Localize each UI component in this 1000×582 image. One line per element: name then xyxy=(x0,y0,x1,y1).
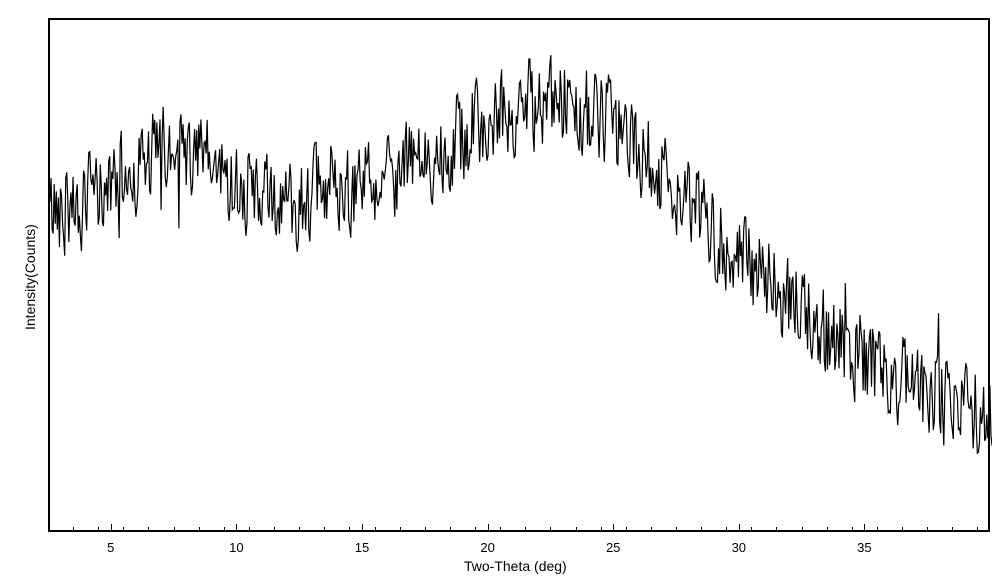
x-tick-minor xyxy=(952,527,953,532)
x-tick-label: 5 xyxy=(107,540,114,555)
x-tick-minor xyxy=(877,527,878,532)
x-tick-minor xyxy=(148,527,149,532)
x-tick-major xyxy=(111,524,112,532)
x-tick-minor xyxy=(199,527,200,532)
x-tick-minor xyxy=(802,527,803,532)
x-tick-minor xyxy=(651,527,652,532)
x-tick-label: 10 xyxy=(229,540,243,555)
x-tick-label: 20 xyxy=(480,540,494,555)
x-tick-major xyxy=(362,524,363,532)
x-tick-minor xyxy=(576,527,577,532)
x-tick-minor xyxy=(174,527,175,532)
x-tick-minor xyxy=(902,527,903,532)
x-tick-minor xyxy=(550,527,551,532)
x-tick-label: 30 xyxy=(732,540,746,555)
x-tick-minor xyxy=(123,527,124,532)
x-tick-label: 15 xyxy=(355,540,369,555)
x-tick-major xyxy=(488,524,489,532)
x-tick-major xyxy=(236,524,237,532)
x-tick-minor xyxy=(224,527,225,532)
x-tick-minor xyxy=(776,527,777,532)
y-axis-label: Intensity(Counts) xyxy=(22,224,38,330)
x-tick-minor xyxy=(827,527,828,532)
x-tick-minor xyxy=(701,527,702,532)
x-tick-minor xyxy=(400,527,401,532)
x-tick-minor xyxy=(324,527,325,532)
x-tick-minor xyxy=(475,527,476,532)
x-tick-minor xyxy=(450,527,451,532)
x-tick-minor xyxy=(726,527,727,532)
x-tick-label: 25 xyxy=(606,540,620,555)
chart-container: Intensity(Counts) Two-Theta (deg) 5 10 15 2… xyxy=(0,0,1000,582)
x-tick-minor xyxy=(676,527,677,532)
x-tick-minor xyxy=(425,527,426,532)
x-tick-minor xyxy=(500,527,501,532)
x-tick-minor xyxy=(375,527,376,532)
x-tick-minor xyxy=(274,527,275,532)
intensity-trace xyxy=(50,55,992,453)
x-tick-minor xyxy=(977,527,978,532)
x-tick-minor xyxy=(98,527,99,532)
x-tick-minor xyxy=(525,527,526,532)
x-tick-major xyxy=(613,524,614,532)
x-tick-minor xyxy=(73,527,74,532)
x-tick-minor xyxy=(349,527,350,532)
x-tick-minor xyxy=(249,527,250,532)
xrd-line xyxy=(50,20,992,534)
x-tick-minor xyxy=(852,527,853,532)
x-tick-minor xyxy=(626,527,627,532)
x-tick-major xyxy=(739,524,740,532)
x-tick-minor xyxy=(299,527,300,532)
x-tick-minor xyxy=(48,527,49,532)
x-tick-label: 35 xyxy=(857,540,871,555)
x-tick-major xyxy=(864,524,865,532)
x-tick-minor xyxy=(601,527,602,532)
plot-area xyxy=(48,18,990,532)
x-tick-minor xyxy=(751,527,752,532)
x-tick-minor xyxy=(927,527,928,532)
x-axis-label: Two-Theta (deg) xyxy=(464,558,567,574)
